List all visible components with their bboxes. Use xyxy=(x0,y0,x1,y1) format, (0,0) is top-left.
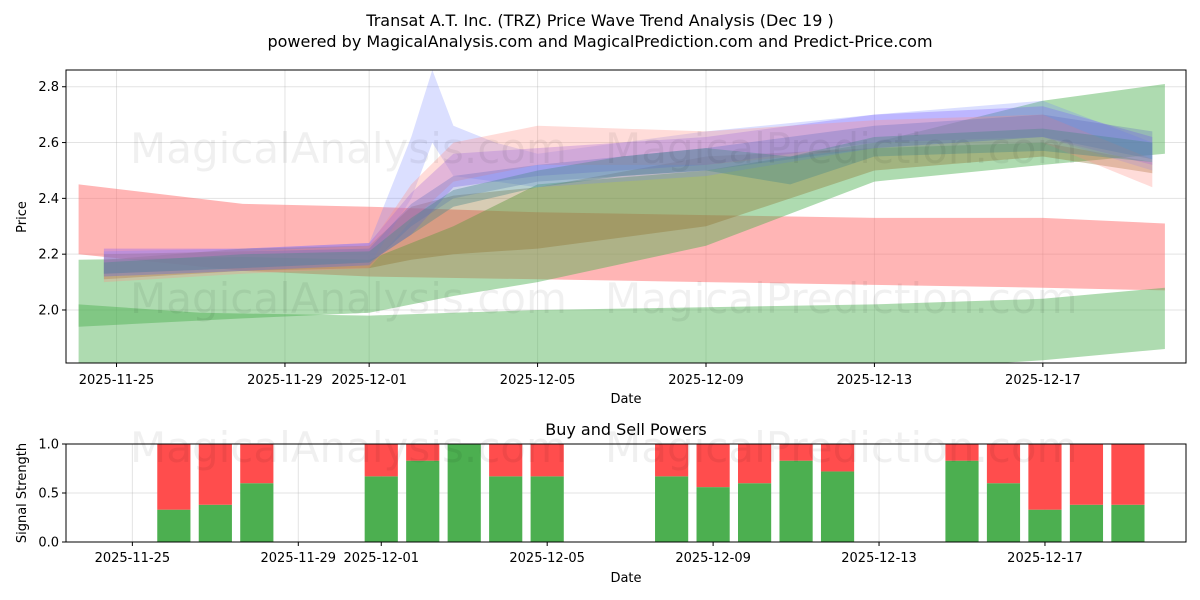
sell-bar xyxy=(157,444,191,510)
price-band-purple-band-1 xyxy=(103,106,1153,274)
bottom-chart-title: Buy and Sell Powers xyxy=(545,420,707,439)
sell-bar xyxy=(779,444,813,461)
top-watermarks: MagicalAnalysis.com MagicalPrediction.co… xyxy=(130,124,1078,323)
price-band-green-mid-band xyxy=(78,84,1165,327)
watermark-text: MagicalAnalysis.com xyxy=(130,274,567,323)
y-tick-label: 2.4 xyxy=(38,192,59,207)
top-x-ticks: 2025-11-25 2025-11-29 2025-12-01 2025-12-05… xyxy=(79,363,1081,388)
watermark-text: MagicalPrediction.com xyxy=(605,423,1078,472)
sell-bar xyxy=(738,444,772,484)
y-tick-label: 0.5 xyxy=(38,487,59,502)
sell-bar xyxy=(986,444,1021,484)
price-band-blue-spike-band xyxy=(103,70,1153,277)
sell-bar xyxy=(655,444,689,477)
buy-bar xyxy=(655,476,689,542)
bottom-y-ticks: 0.0 0.5 1.0 xyxy=(38,438,66,551)
watermark-text: MagicalAnalysis.com xyxy=(130,423,567,472)
y-tick-label: 2.0 xyxy=(38,303,59,318)
buy-bar xyxy=(945,460,979,542)
y-tick-label: 2.2 xyxy=(38,248,59,263)
y-tick-label: 2.6 xyxy=(38,136,59,151)
buy-bar xyxy=(489,476,523,542)
buy-bar xyxy=(157,509,191,542)
sell-bar xyxy=(406,444,440,461)
price-band-pink-band xyxy=(103,114,1153,283)
x-tick-label: 2025-12-05 xyxy=(509,551,585,566)
buy-bar xyxy=(447,444,481,542)
sell-bar xyxy=(820,444,855,472)
x-tick-label: 2025-11-29 xyxy=(247,373,323,388)
buy-bar xyxy=(406,460,440,542)
buy-bar xyxy=(1069,504,1104,542)
buy-bar xyxy=(738,483,772,542)
x-tick-label: 2025-12-01 xyxy=(343,551,419,566)
buy-bar xyxy=(240,483,274,542)
buy-bar xyxy=(364,476,398,542)
sell-bar xyxy=(240,444,274,484)
price-band-green-low-band xyxy=(78,287,1165,363)
sell-bar xyxy=(945,444,979,461)
buy-bar xyxy=(820,471,855,542)
buy-bar xyxy=(779,460,813,542)
x-tick-label: 2025-11-29 xyxy=(261,551,337,566)
chart-title: Transat A.T. Inc. (TRZ) Price Wave Trend… xyxy=(365,11,833,30)
buy-bar xyxy=(530,476,564,542)
x-tick-label: 2025-12-09 xyxy=(675,551,751,566)
buy-bar xyxy=(696,487,730,542)
x-tick-label: 2025-12-01 xyxy=(331,373,407,388)
sell-bar xyxy=(696,444,730,488)
bottom-y-axis-title: Signal Strength xyxy=(15,443,30,543)
sell-bar xyxy=(364,444,398,477)
signal-bars xyxy=(157,444,1145,542)
y-tick-label: 2.8 xyxy=(38,80,59,95)
x-tick-label: 2025-12-09 xyxy=(668,373,744,388)
top-x-axis-title: Date xyxy=(610,392,641,407)
band-layer xyxy=(78,70,1165,363)
buy-bar xyxy=(1111,504,1145,542)
buy-bar xyxy=(198,504,232,542)
buy-sell-chart: Buy and Sell Powers MagicalAnalysis.com … xyxy=(15,420,1187,586)
price-band-teal-band xyxy=(103,128,1153,274)
sell-bar xyxy=(198,444,232,505)
bottom-x-axis-title: Date xyxy=(610,571,641,586)
bottom-watermarks: MagicalAnalysis.com MagicalPrediction.co… xyxy=(130,423,1078,472)
y-tick-label: 0.0 xyxy=(38,536,59,551)
watermark-text: MagicalPrediction.com xyxy=(605,124,1078,173)
price-bands xyxy=(78,70,1165,363)
price-wave-chart: MagicalAnalysis.com MagicalPrediction.co… xyxy=(15,69,1187,407)
x-tick-label: 2025-12-13 xyxy=(841,551,917,566)
sell-bar xyxy=(530,444,564,477)
price-band-brown-band xyxy=(103,142,1153,280)
bottom-x-ticks: 2025-11-25 2025-11-29 2025-12-01 2025-12-05… xyxy=(95,542,1083,566)
watermark-text: MagicalAnalysis.com xyxy=(130,124,567,173)
price-band-blue-band-2 xyxy=(103,114,1153,277)
buy-bar xyxy=(1028,509,1062,542)
x-tick-label: 2025-12-13 xyxy=(837,373,913,388)
x-tick-label: 2025-12-17 xyxy=(1007,551,1083,566)
watermark-text: MagicalPrediction.com xyxy=(605,274,1078,323)
x-tick-label: 2025-12-17 xyxy=(1005,373,1081,388)
x-tick-label: 2025-11-25 xyxy=(95,551,171,566)
top-axes-frame xyxy=(65,69,1187,364)
sell-bar xyxy=(1111,444,1145,505)
x-tick-label: 2025-11-25 xyxy=(79,373,155,388)
x-tick-label: 2025-12-05 xyxy=(500,373,576,388)
buy-bar xyxy=(986,483,1021,542)
sell-bar xyxy=(1069,444,1104,505)
sell-bar xyxy=(489,444,523,477)
y-tick-label: 1.0 xyxy=(38,438,59,453)
top-y-axis-title: Price xyxy=(15,201,30,233)
chart-subtitle: powered by MagicalAnalysis.com and Magic… xyxy=(267,32,932,51)
price-band-red-wide-band xyxy=(78,184,1165,291)
sell-bar xyxy=(1028,444,1062,510)
top-y-ticks: 2.0 2.2 2.4 2.6 2.8 xyxy=(38,80,66,318)
